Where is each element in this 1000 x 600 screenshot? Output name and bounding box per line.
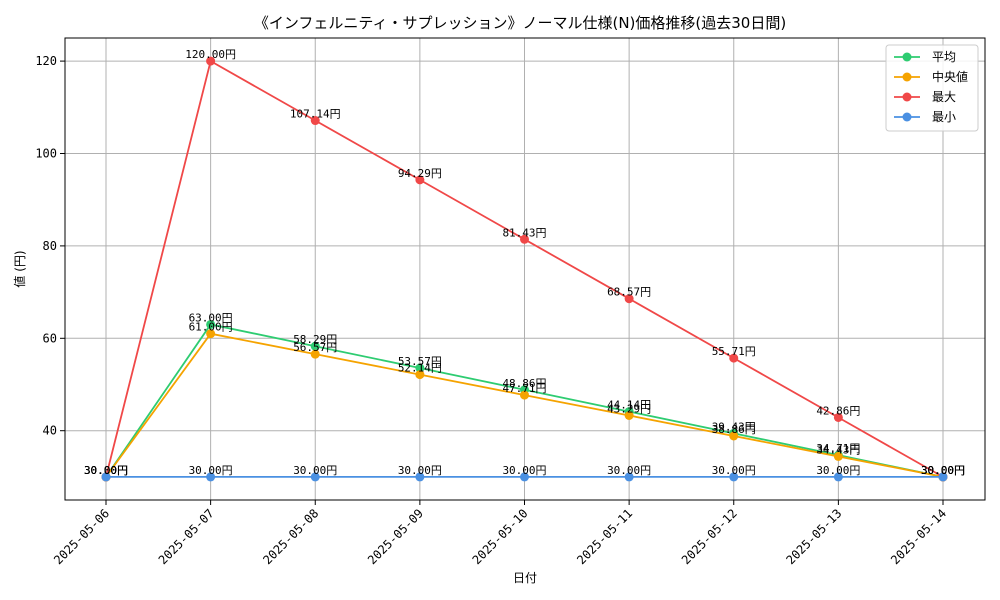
legend-entry: 中央値 [932,69,968,84]
data-label: 39.43円 [712,420,756,433]
data-label: 107.14円 [290,108,341,121]
data-label: 53.57円 [398,355,442,368]
legend-swatch-marker [902,52,912,62]
x-tick-label: 2025-05-10 [470,506,531,567]
y-tick-label: 40 [43,424,57,438]
data-point [520,472,529,482]
x-axis-label: 日付 [513,571,537,585]
data-label: 52.14円 [398,362,442,375]
data-point [310,116,320,126]
data-label: 43.29円 [607,403,651,416]
y-axis-ticks: 40 60 80 100 120 [35,54,65,438]
data-point [520,390,529,400]
data-point [833,412,843,422]
x-tick-label: 2025-05-06 [51,506,112,567]
data-label: 68.57円 [607,286,651,299]
data-label: 30.00円 [921,464,965,477]
data-label: 30.00円 [607,464,651,477]
data-point [415,363,425,373]
data-point [520,234,529,244]
y-axis-label: 値 (円) [12,250,27,287]
x-tick-label: 2025-05-07 [156,506,217,567]
legend-entry: 最大 [932,90,956,104]
data-point [310,472,320,482]
data-label: 30.00円 [398,464,442,477]
data-label: 34.43円 [816,443,860,456]
data-point [206,329,216,339]
y-tick-label: 100 [35,147,57,161]
data-point [624,294,634,304]
data-label: 58.29円 [293,333,337,346]
data-point [833,472,843,482]
legend-entry: 平均 [932,50,956,64]
data-label: 48.86円 [502,377,546,390]
x-tick-label: 2025-05-08 [260,506,321,567]
data-label: 30.00円 [84,464,128,477]
data-point [624,411,634,421]
data-label: 30.00円 [502,464,546,477]
data-label: 38.86円 [712,423,756,436]
data-point [415,175,425,185]
data-label: 47.71円 [502,382,546,395]
data-label: 55.71円 [712,345,756,358]
data-point [624,472,634,482]
x-axis-ticks: 2025-05-06 2025-05-07 2025-05-08 2025-05-09… [51,500,949,567]
grid-layer [65,38,985,500]
data-point [310,349,320,359]
x-tick-label: 2025-05-14 [888,506,949,567]
legend-box [885,44,979,132]
x-tick-label: 2025-05-11 [574,506,635,567]
y-tick-label: 120 [35,54,57,68]
data-label: 30.00円 [84,464,128,477]
data-point [310,341,320,351]
data-point [206,472,216,482]
data-label: 81.43円 [502,226,546,239]
data-label: 44.14円 [607,399,651,412]
chart-title: 《インフェルニティ・サプレッション》ノーマル仕様(N)価格推移(過去30日間) [254,14,786,32]
data-point [729,472,739,482]
data-label: 30.00円 [921,464,965,477]
data-point [415,370,425,380]
data-label: 30.00円 [712,464,756,477]
legend-swatch-marker [902,112,912,122]
data-label: 63.00円 [189,311,233,324]
data-label: 34.71円 [816,442,860,455]
legend-entry: 最小 [932,110,956,124]
data-point [206,319,216,329]
data-point [729,353,739,363]
data-label: 30.00円 [189,464,233,477]
data-point [938,472,948,482]
data-point [729,431,739,441]
data-label: 30.00円 [293,464,337,477]
data-label: 30.00円 [921,464,965,477]
data-label: 120.00円 [185,48,236,61]
data-labels: 30.00円 63.00円 58.29円 53.57円 48.86円 44.14円 39.4… [84,48,965,477]
legend-swatch-marker [902,72,912,82]
data-point [415,472,425,482]
data-label: 30.00円 [816,464,860,477]
legend-swatch-marker [902,92,912,102]
data-label: 56.57円 [293,341,337,354]
x-tick-label: 2025-05-12 [679,506,740,567]
data-label: 94.29円 [398,167,442,180]
y-tick-label: 60 [43,331,57,345]
series-layer: 30.00円 63.00円 58.29円 53.57円 48.86円 44.14円 39.4… [84,48,965,482]
data-point [833,451,843,461]
data-point [101,472,111,482]
x-tick-label: 2025-05-13 [784,506,845,567]
data-label: 30.00円 [84,464,128,477]
series-最小 [101,472,948,482]
data-point [206,56,216,66]
x-tick-label: 2025-05-09 [365,506,426,567]
data-label: 30.00円 [921,464,965,477]
data-label: 61.00円 [189,321,233,334]
data-label: 30.00円 [84,464,128,477]
data-label: 42.86円 [816,404,860,417]
y-tick-label: 80 [43,239,57,253]
